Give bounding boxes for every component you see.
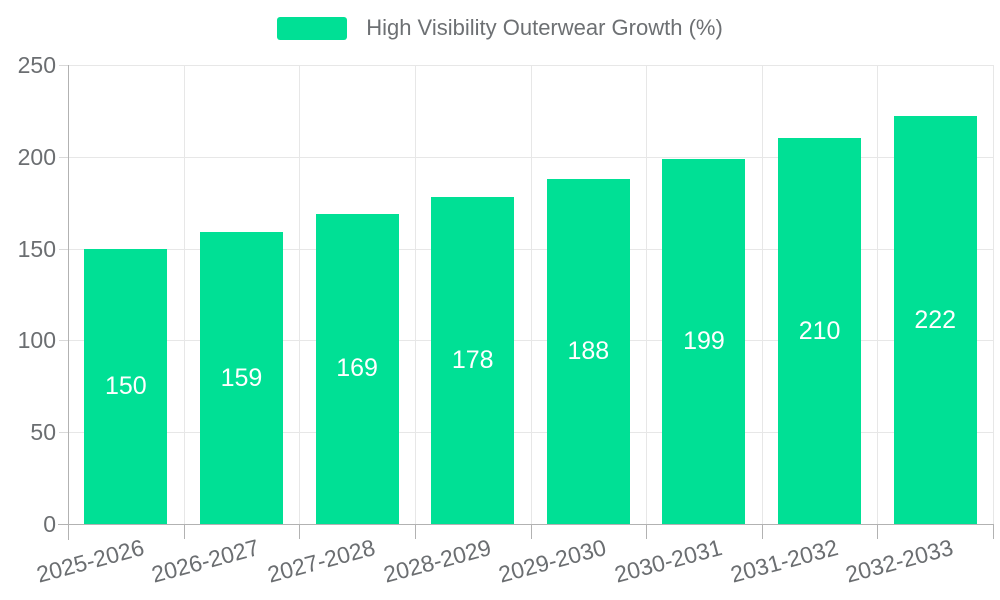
y-axis-tick — [59, 65, 68, 66]
legend[interactable]: High Visibility Outerwear Growth (%) — [0, 15, 1000, 40]
x-gridline — [299, 65, 301, 524]
x-gridline — [646, 65, 648, 524]
x-tick-label: 2032-2033 — [842, 534, 956, 588]
bar-value-label: 222 — [914, 305, 957, 334]
y-axis-tick — [59, 340, 68, 342]
y-tick-label: 200 — [17, 143, 56, 170]
x-gridline — [877, 65, 879, 524]
x-gridline — [414, 65, 416, 524]
bar[interactable]: 178 — [431, 197, 515, 524]
x-axis-line — [58, 524, 993, 525]
bar-value-label: 210 — [798, 316, 841, 345]
x-axis-tick — [993, 524, 994, 539]
y-axis-tick — [59, 156, 68, 158]
x-axis-tick — [183, 524, 185, 539]
x-tick-label: 2030-2031 — [611, 534, 725, 588]
x-gridline — [183, 65, 185, 524]
bar-value-label: 178 — [451, 346, 494, 375]
y-tick-label: 150 — [17, 235, 56, 262]
x-axis-tick — [414, 524, 416, 539]
x-gridline — [761, 65, 763, 524]
bar[interactable]: 169 — [315, 213, 399, 524]
bar-value-label: 199 — [683, 326, 725, 355]
x-axis-tick — [530, 524, 532, 539]
x-tick-label: 2027-2028 — [264, 534, 378, 588]
bar[interactable]: 199 — [662, 158, 746, 524]
x-axis-tick — [646, 524, 648, 539]
x-tick-label: 2026-2027 — [149, 534, 263, 588]
bar[interactable]: 159 — [199, 232, 283, 524]
bar[interactable]: 150 — [84, 248, 168, 524]
bar[interactable]: 210 — [778, 138, 862, 524]
y-axis-tick — [59, 248, 68, 250]
bar-value-label: 169 — [336, 354, 378, 383]
y-tick-label: 50 — [30, 419, 56, 446]
legend-marker-icon — [277, 16, 348, 40]
bar-value-label: 159 — [220, 363, 263, 392]
y-tick-label: 250 — [17, 52, 56, 78]
bar[interactable]: 188 — [546, 178, 630, 524]
x-tick-label: 2029-2030 — [496, 534, 610, 588]
x-gridline — [530, 65, 532, 524]
x-axis-tick — [299, 524, 301, 539]
x-tick-label: 2028-2029 — [380, 534, 494, 588]
x-gridline — [993, 65, 994, 524]
y-tick-label: 100 — [17, 327, 56, 354]
x-axis-tick — [877, 524, 879, 539]
y-tick-label: 0 — [43, 511, 56, 537]
bar-value-label: 150 — [104, 371, 147, 400]
bar[interactable]: 222 — [893, 116, 977, 524]
x-axis-tick — [761, 524, 763, 539]
y-axis-line — [68, 65, 69, 540]
legend-label: High Visibility Outerwear Growth (%) — [366, 15, 723, 40]
bar-value-label: 188 — [567, 336, 610, 365]
x-tick-label: 2025-2026 — [33, 534, 147, 588]
y-axis-tick — [59, 432, 68, 434]
x-tick-label: 2031-2032 — [727, 534, 841, 588]
